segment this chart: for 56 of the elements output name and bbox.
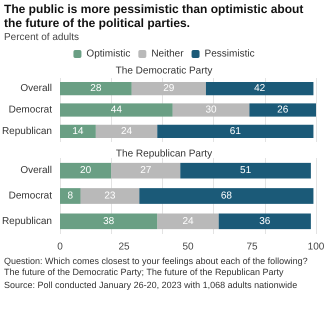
data-label: 42 — [254, 83, 266, 94]
chart-title: The Democratic Party — [116, 66, 212, 76]
legend-label: Optimistic — [86, 48, 130, 60]
chart-title: The Republican Party — [116, 148, 212, 160]
bar — [60, 162, 112, 179]
bar — [249, 103, 316, 117]
data-label: 36 — [259, 216, 271, 227]
x-tick-label: 50 — [182, 242, 194, 252]
data-label: 68 — [220, 190, 232, 202]
bar — [60, 82, 132, 96]
legend-label: Neither — [151, 48, 184, 60]
y-tick-label: Overall — [20, 165, 52, 176]
data-label: 61 — [230, 126, 242, 137]
source-note: Source: Poll conducted January 26-20, 2023 with 1,068 adults nationwide — [4, 280, 298, 291]
data-label: 26 — [277, 104, 289, 116]
bar — [218, 213, 311, 230]
bar — [172, 103, 250, 117]
bar — [132, 82, 206, 96]
bar — [139, 188, 314, 204]
y-tick-label: Overall — [20, 83, 52, 94]
data-label: 14 — [72, 126, 84, 137]
data-label: 8 — [67, 190, 74, 202]
bar — [157, 213, 219, 230]
text: Percent of adults — [4, 32, 80, 43]
bar — [60, 213, 158, 230]
y-tick-label: Republican — [2, 126, 52, 137]
legend-label: Pessimistic — [204, 48, 255, 60]
x-tick-label: 75 — [246, 242, 258, 252]
data-label: 30 — [205, 104, 218, 116]
data-label: 29 — [163, 83, 175, 94]
y-tick-label: Democrat — [8, 104, 52, 116]
bar — [111, 162, 180, 179]
text: Question: Which comes closest to your feelings about each of the following? The future of the Democratic Party; The future of the Republican Party — [4, 256, 309, 278]
bar — [80, 188, 140, 204]
data-label: 23 — [104, 190, 116, 202]
bar — [206, 82, 314, 96]
data-label: 51 — [240, 165, 252, 176]
data-label: 24 — [120, 126, 133, 137]
data-label: 20 — [80, 165, 92, 176]
bar — [60, 188, 80, 204]
data-label: 38 — [103, 216, 115, 227]
bar — [60, 124, 96, 138]
x-tick-label: 0 — [57, 242, 64, 252]
y-tick-label: Democrat — [8, 190, 52, 202]
bar — [180, 162, 311, 179]
bar — [60, 103, 173, 117]
x-tick-label: 100 — [308, 242, 325, 252]
data-label: 24 — [182, 216, 194, 227]
bar — [157, 124, 314, 138]
data-label: 44 — [110, 104, 122, 116]
data-label: 27 — [140, 165, 152, 176]
x-tick-label: 25 — [118, 242, 130, 252]
data-label: 28 — [90, 83, 102, 94]
bar — [96, 124, 158, 138]
y-tick-label: Republican — [2, 216, 52, 227]
text: The public is more pessimistic than optimistic about the future of the political parties. — [4, 2, 304, 30]
